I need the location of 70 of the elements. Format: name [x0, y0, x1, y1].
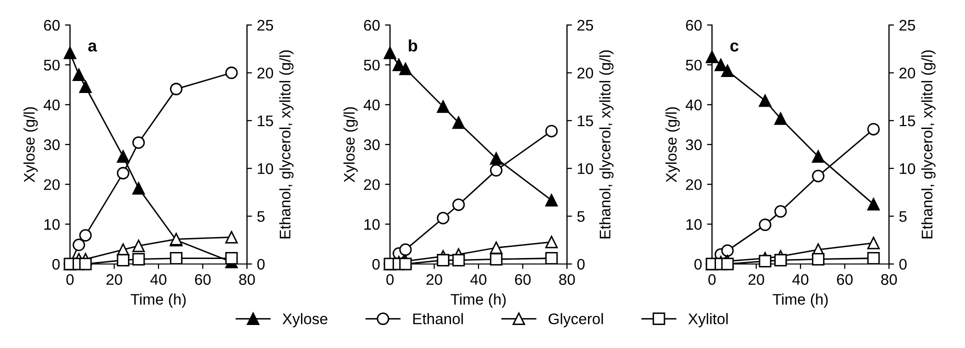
- y2-tick-label: 5: [899, 211, 907, 222]
- y-tick-label: 20: [686, 179, 702, 190]
- y2-tick-label: 5: [257, 211, 265, 222]
- y-tick-label: 60: [44, 20, 60, 31]
- x-tick-label: 40: [792, 274, 808, 285]
- x-tick-label: 20: [106, 274, 122, 285]
- y2-tick-label: 20: [577, 68, 594, 78]
- x-axis-title: Time (h): [772, 294, 828, 308]
- x-tick-label: 0: [66, 274, 74, 285]
- annotation: a: [88, 42, 98, 52]
- y2-tick-label: 25: [899, 20, 916, 31]
- x-axis-title: Time (h): [130, 294, 186, 308]
- y-tick-label: 50: [686, 60, 702, 71]
- y-tick-label: 40: [44, 100, 60, 110]
- y-tick-label: 30: [364, 139, 380, 150]
- y-tick-label: 0: [372, 258, 380, 270]
- x-tick-label: 40: [470, 274, 486, 285]
- y2-tick-label: 0: [577, 258, 585, 270]
- x-axis-title: Time (h): [450, 294, 506, 308]
- y2-tick-label: 10: [900, 163, 916, 174]
- y2-tick-label: 10: [578, 163, 594, 174]
- y-tick-label: 10: [364, 219, 380, 230]
- legend-label: Glycerol: [548, 313, 603, 328]
- x-tick-label: 60: [837, 274, 853, 285]
- y-tick-label: 10: [44, 219, 60, 230]
- y-tick-label: 40: [686, 100, 702, 110]
- x-tick-label: 60: [195, 274, 211, 285]
- y-axis-title: Xylose (g/l): [665, 107, 680, 182]
- y2-tick-label: 10: [258, 163, 274, 174]
- y-tick-label: 40: [364, 100, 380, 110]
- x-tick-label: 80: [239, 274, 255, 285]
- y-tick-label: 0: [52, 258, 60, 270]
- annotation: c: [730, 42, 738, 52]
- x-tick-label: 0: [386, 274, 394, 285]
- y-tick-label: 10: [686, 219, 702, 230]
- y-tick-label: 0: [694, 258, 702, 270]
- y2-tick-label: 20: [899, 68, 916, 78]
- annotation: b: [408, 39, 418, 52]
- x-tick-label: 20: [426, 274, 442, 285]
- y-tick-label: 20: [364, 179, 380, 190]
- y-tick-label: 50: [364, 60, 380, 71]
- y-axis-title: Xylose (g/l): [23, 107, 38, 182]
- y2-tick-label: 20: [257, 68, 274, 78]
- x-tick-label: 60: [515, 274, 531, 285]
- y2-tick-label: 0: [899, 258, 907, 270]
- y-tick-label: 20: [44, 179, 60, 190]
- legend-label: Xylitol: [688, 313, 728, 328]
- x-tick-label: 0: [708, 274, 716, 285]
- y2-axis-title: Ethanol, glycerol, xylitol (g/l): [279, 50, 294, 238]
- x-tick-label: 80: [559, 274, 575, 285]
- y-tick-label: 30: [44, 139, 60, 150]
- legend-label: Ethanol: [413, 313, 463, 324]
- y-tick-label: 60: [364, 20, 380, 31]
- x-tick-label: 80: [881, 274, 897, 285]
- y2-axis-title: Ethanol, glycerol, xylitol (g/l): [921, 50, 936, 238]
- y2-axis-title: Ethanol, glycerol, xylitol (g/l): [599, 50, 614, 238]
- y-tick-label: 30: [686, 139, 702, 150]
- legend-label: Xylose: [282, 313, 328, 328]
- y2-tick-label: 15: [578, 116, 594, 126]
- y2-tick-label: 15: [258, 116, 274, 126]
- y2-tick-label: 25: [257, 20, 274, 31]
- y2-tick-label: 5: [577, 211, 585, 222]
- x-tick-label: 20: [748, 274, 764, 285]
- y2-tick-label: 25: [577, 20, 594, 31]
- y-axis-title: Xylose (g/l): [343, 107, 358, 182]
- y2-tick-label: 15: [900, 116, 916, 126]
- y-tick-label: 50: [44, 60, 60, 71]
- x-tick-label: 40: [150, 274, 166, 285]
- y-tick-label: 60: [686, 20, 702, 31]
- y2-tick-label: 0: [257, 258, 265, 270]
